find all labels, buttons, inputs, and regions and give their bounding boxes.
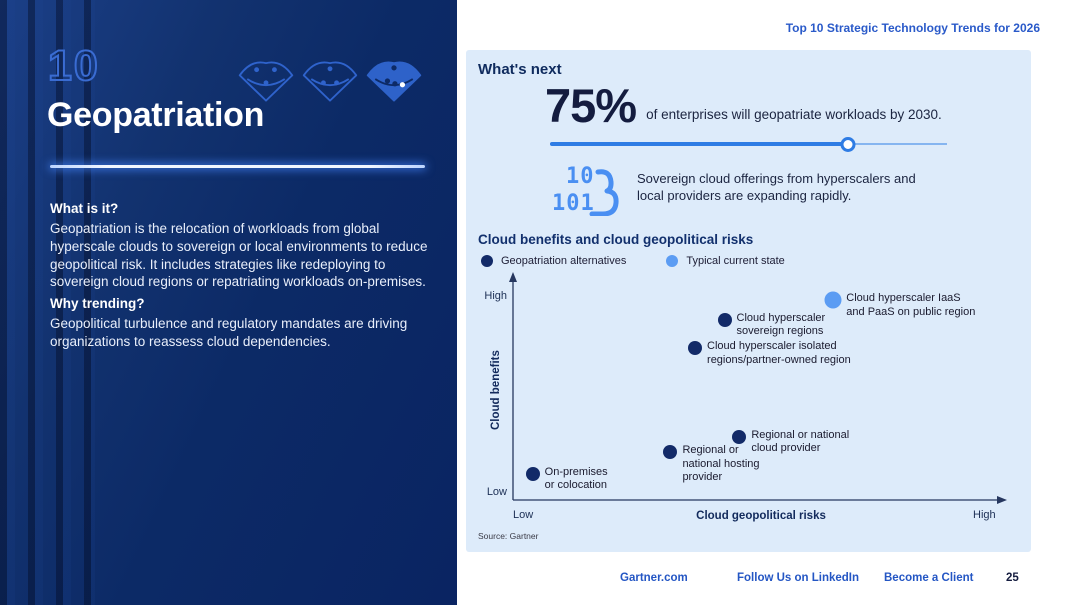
stat-value: 75% xyxy=(545,79,637,132)
legend-label: Geopatriation alternatives xyxy=(501,255,627,267)
stat-slider xyxy=(550,137,947,152)
callout-text: Sovereign cloud offerings from hyperscal… xyxy=(637,171,916,204)
chart-axes xyxy=(509,272,1007,504)
page-number: 25 xyxy=(1006,572,1019,584)
fan-dots-outline-icon xyxy=(236,54,296,111)
chart-point xyxy=(824,291,842,309)
chart-point xyxy=(663,445,678,460)
what-is-it-body: Geopatriation is the relocation of workl… xyxy=(50,221,428,290)
chart-point-label: On-premises or colocation xyxy=(544,465,608,492)
slider-handle-icon xyxy=(840,137,856,152)
stat-text: of enterprises will geopatriate workload… xyxy=(646,107,942,122)
what-is-it-heading: What is it? xyxy=(50,201,119,216)
y-axis-low-label: Low xyxy=(486,486,507,498)
stat-row: 75% of enterprises will geopatriate work… xyxy=(545,82,942,129)
fan-dots-filled-icon xyxy=(364,54,424,111)
whats-next-panel: What's next 75% of enterprises will geop… xyxy=(466,50,1031,552)
chart-point xyxy=(688,341,703,356)
trend-number: 10 xyxy=(47,41,100,91)
why-trending-section: Why trending? Geopolitical turbulence an… xyxy=(50,296,442,351)
chart-point-label: Regional or national hosting provider xyxy=(682,444,760,484)
glow-divider xyxy=(50,165,425,168)
slider-fill xyxy=(550,142,848,146)
chart-point-label: Cloud hyperscaler isolated regions/partn… xyxy=(707,340,851,366)
why-trending-heading: Why trending? xyxy=(50,296,145,311)
footer-link-become-a-client[interactable]: Become a Client xyxy=(884,572,974,584)
legend-dot-icon xyxy=(481,255,493,267)
chart-point xyxy=(525,466,540,481)
whats-next-heading: What's next xyxy=(478,61,562,78)
chart-point xyxy=(717,312,732,327)
svg-text:101: 101 xyxy=(552,191,595,216)
report-title: Top 10 Strategic Technology Trends for 2… xyxy=(785,21,1040,35)
chart-title: Cloud benefits and cloud geopolitical ri… xyxy=(478,232,754,247)
footer-link-gartner-com[interactable]: Gartner.com xyxy=(620,572,688,584)
svg-text:10: 10 xyxy=(566,164,595,189)
legend-item: Geopatriation alternatives xyxy=(481,255,626,267)
left-panel: 10 xyxy=(0,0,457,605)
x-axis-title: Cloud geopolitical risks xyxy=(696,510,826,522)
legend-label: Typical current state xyxy=(686,255,785,267)
chart-point-label: Regional or national cloud provider xyxy=(751,429,850,455)
what-is-it-section: What is it? Geopatriation is the relocat… xyxy=(50,201,442,291)
chart-point-label: Cloud hyperscaler IaaS and PaaS on publi… xyxy=(846,292,976,318)
chart-point xyxy=(732,430,747,445)
legend-item: Typical current state xyxy=(666,255,785,267)
chart-points-layer: On-premises or colocation Regional or nat… xyxy=(466,50,1031,552)
source-note: Source: Gartner xyxy=(478,531,539,541)
footer-link-linkedin[interactable]: Follow Us on LinkedIn xyxy=(737,572,860,584)
chart-point-label: Cloud hyperscaler sovereign regions xyxy=(736,311,826,338)
x-axis-high-label: High xyxy=(973,509,996,521)
x-axis-low-label: Low xyxy=(513,509,534,521)
trend-icons-row xyxy=(236,54,424,111)
y-axis-high-label: High xyxy=(484,290,507,302)
page-title: Geopatriation xyxy=(47,96,265,134)
why-trending-body: Geopolitical turbulence and regulatory m… xyxy=(50,316,408,349)
binary-cloud-icon: 10 101 xyxy=(551,162,625,221)
gradient-streaks-decoration xyxy=(0,0,95,605)
fan-dots-outline-icon xyxy=(300,54,360,111)
legend-dot-icon xyxy=(666,255,679,267)
chart-legend: Geopatriation alternatives Typical curren… xyxy=(481,255,815,267)
